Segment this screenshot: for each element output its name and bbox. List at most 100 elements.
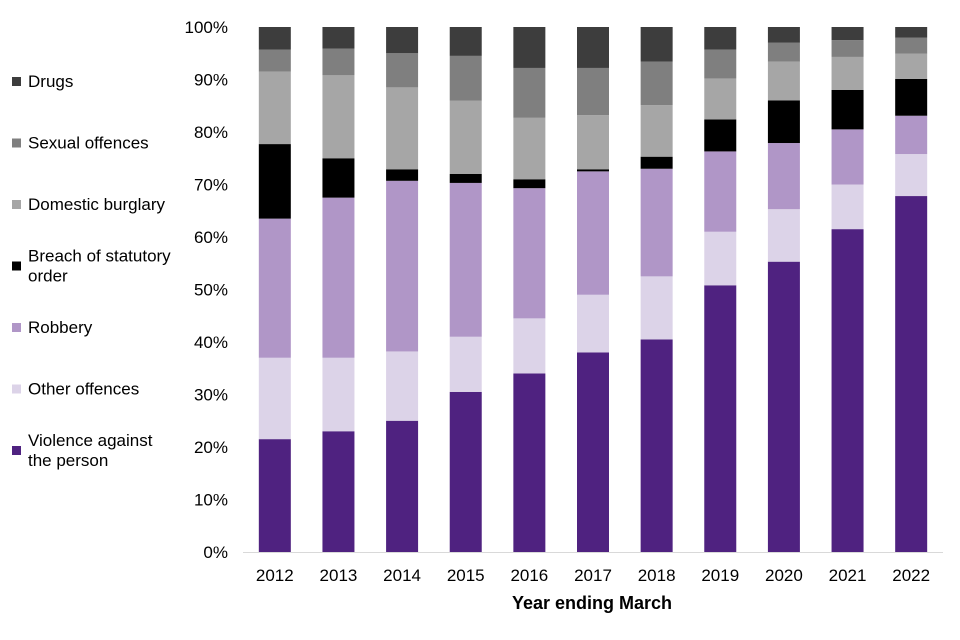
legend-swatch [12, 446, 21, 455]
bar-stack-2020 [767, 27, 800, 552]
legend: Drugs Sexual offences Domestic burglary Bre… [12, 72, 171, 470]
bar-segment-breach-of-statutory-order-2013 [322, 158, 355, 198]
x-tick-label: 2021 [829, 566, 867, 585]
y-tick-label: 80% [194, 123, 228, 142]
legend-swatch [12, 138, 21, 148]
bar-segment-violence-against-the-person-2015 [449, 391, 482, 553]
bar-segment-breach-of-statutory-order-2020 [767, 100, 800, 144]
bar-segment-robbery-2019 [704, 151, 737, 232]
bar-segment-sexual-offences-2014 [386, 53, 419, 88]
bar-segment-drugs-2014 [386, 27, 419, 54]
bar-segment-violence-against-the-person-2013 [322, 431, 355, 552]
bar-segment-breach-of-statutory-order-2016 [513, 179, 546, 189]
x-tick-label: 2016 [510, 566, 548, 585]
bar-segment-drugs-2012 [258, 27, 291, 50]
bar-segment-domestic-burglary-2019 [704, 78, 737, 120]
bar-segment-robbery-2020 [767, 143, 800, 210]
bar-segment-sexual-offences-2020 [767, 42, 800, 62]
bar-segment-other-offences-2020 [767, 209, 800, 262]
legend-item-domestic-burglary: Domestic burglary [12, 195, 165, 214]
x-tick-label: 2013 [320, 566, 358, 585]
bar-segment-breach-of-statutory-order-2018 [640, 156, 673, 169]
x-tick-label: 2020 [765, 566, 803, 585]
bar-segment-other-offences-2019 [704, 231, 737, 286]
legend-swatch [12, 77, 21, 86]
bar-stack-2021 [831, 27, 864, 553]
bar-stack-2015 [449, 27, 482, 553]
bar-segment-sexual-offences-2022 [895, 37, 928, 54]
bar-segment-drugs-2017 [577, 27, 609, 68]
bar-segment-violence-against-the-person-2017 [577, 352, 609, 552]
bar-segment-breach-of-statutory-order-2019 [704, 119, 737, 152]
bar-segment-violence-against-the-person-2012 [258, 439, 291, 553]
bar-segment-sexual-offences-2015 [449, 55, 482, 101]
bar-segment-domestic-burglary-2012 [258, 71, 291, 145]
bar-segment-robbery-2014 [386, 180, 419, 352]
bar-segment-robbery-2015 [449, 182, 482, 337]
y-tick-label: 100% [185, 18, 228, 37]
bar-segment-violence-against-the-person-2022 [895, 196, 928, 553]
bar-segment-other-offences-2013 [322, 357, 355, 432]
bar-segment-drugs-2020 [767, 27, 800, 43]
bar-segment-robbery-2022 [895, 115, 928, 155]
bar-stack-2022 [895, 27, 928, 553]
bar-segment-violence-against-the-person-2021 [831, 229, 864, 553]
y-tick-label: 30% [194, 386, 228, 405]
bar-segment-drugs-2013 [322, 27, 355, 49]
bar-stack-2016 [513, 27, 546, 552]
bar-segment-other-offences-2012 [258, 357, 291, 440]
bar-segment-drugs-2015 [449, 27, 482, 56]
x-tick-label: 2014 [383, 566, 421, 585]
bar-segment-other-offences-2021 [831, 184, 864, 230]
bar-segment-domestic-burglary-2018 [640, 105, 673, 157]
y-tick-label: 40% [194, 333, 228, 352]
bar-segment-breach-of-statutory-order-2012 [258, 144, 291, 219]
legend-item-robbery: Robbery [12, 318, 93, 337]
bar-segment-domestic-burglary-2013 [322, 75, 355, 159]
bar-stack-2013 [322, 27, 355, 552]
bar-segment-domestic-burglary-2020 [767, 61, 800, 101]
bar-segment-sexual-offences-2012 [258, 49, 291, 72]
x-tick-label: 2022 [892, 566, 930, 585]
x-tick-label: 2015 [447, 566, 485, 585]
bar-segment-breach-of-statutory-order-2017 [577, 169, 609, 172]
bar-segment-robbery-2021 [831, 129, 864, 185]
legend-swatch [12, 261, 21, 271]
bar-segment-drugs-2016 [513, 27, 546, 68]
bar-segment-other-offences-2018 [640, 276, 673, 340]
legend-swatch [12, 384, 21, 394]
bar-segment-breach-of-statutory-order-2022 [895, 78, 928, 116]
bar-segment-robbery-2018 [640, 168, 673, 277]
legend-label: Other offences [28, 380, 139, 399]
legend-swatch [12, 200, 21, 209]
bar-segment-drugs-2019 [704, 27, 737, 50]
bar-segment-violence-against-the-person-2014 [386, 420, 419, 552]
bar-segment-violence-against-the-person-2020 [767, 261, 800, 552]
bar-segment-violence-against-the-person-2019 [704, 285, 737, 552]
y-tick-label: 90% [194, 71, 228, 90]
bar-segment-robbery-2013 [322, 197, 355, 358]
bar-stack-2014 [386, 27, 419, 552]
bar-segment-breach-of-statutory-order-2014 [386, 169, 419, 181]
bar-segment-other-offences-2017 [577, 294, 609, 353]
legend-label: Violence against [28, 431, 153, 450]
bar-segment-breach-of-statutory-order-2021 [831, 90, 864, 130]
bar-segment-other-offences-2015 [449, 336, 482, 392]
legend-label: Drugs [28, 72, 73, 91]
bar-stack-2012 [258, 27, 291, 553]
x-axis-title: Year ending March [512, 593, 672, 613]
legend-item-sexual-offences: Sexual offences [12, 134, 149, 153]
bar-segment-sexual-offences-2019 [704, 49, 737, 79]
bar-segment-robbery-2012 [258, 218, 291, 358]
y-tick-label: 60% [194, 228, 228, 247]
x-tick-label: 2019 [701, 566, 739, 585]
bar-segment-domestic-burglary-2015 [449, 100, 482, 174]
legend-label: Breach of statutory [28, 247, 171, 266]
legend-label: Domestic burglary [28, 195, 165, 214]
legend-label: Sexual offences [28, 134, 149, 153]
x-tick-label: 2017 [574, 566, 612, 585]
y-tick-label: 20% [194, 438, 228, 457]
